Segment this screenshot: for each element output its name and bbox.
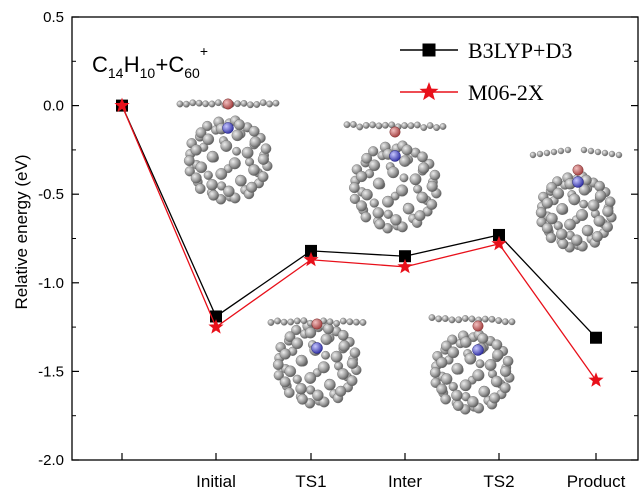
formula-superscript: + [200, 43, 208, 59]
legend: B3LYP+D3 M06-2X [400, 38, 572, 105]
legend-label-b3lyp-d3: B3LYP+D3 [468, 38, 572, 63]
y-tick-label: 0.0 [43, 98, 64, 115]
reaction-formula-label: C14 H10 +C60+ [92, 43, 208, 81]
x-category-label: Product [567, 472, 626, 491]
x-category-label: TS1 [295, 472, 326, 491]
molecule-inset-ts1 [267, 317, 367, 409]
x-category-label: TS2 [483, 472, 514, 491]
legend-marker-b3lyp-d3 [422, 43, 436, 57]
y-tick-label: -2.0 [38, 452, 64, 469]
x-category-label: Initial [196, 472, 236, 491]
legend-marker-m06-2x [419, 82, 439, 101]
data-point-m06-2x [588, 372, 604, 387]
data-point-b3lyp-d3 [493, 228, 505, 241]
y-axis-title: Relative energy (eV) [12, 155, 31, 310]
y-tick-label: -1.5 [38, 363, 64, 380]
formula-part: H [124, 52, 140, 77]
data-point-b3lyp-d3 [305, 244, 317, 257]
formula-part: C [92, 52, 108, 77]
legend-label-m06-2x: M06-2X [468, 80, 544, 105]
data-point-m06-2x [397, 258, 413, 274]
molecule-inset-initial [176, 98, 280, 205]
y-tick-label: -1.0 [38, 275, 64, 292]
formula-subscript: 14 [108, 65, 124, 81]
formula-part: +C [156, 52, 185, 77]
y-tick-label: -0.5 [38, 186, 64, 203]
data-point-b3lyp-d3 [590, 331, 602, 344]
data-point-m06-2x [114, 97, 130, 113]
x-category-label: Inter [388, 472, 422, 491]
y-tick-label: 0.5 [43, 9, 64, 26]
series-line-b3lyp-d3 [121, 105, 597, 339]
data-point-m06-2x [491, 235, 507, 251]
formula-subscript: 60 [184, 65, 200, 81]
molecule-insets [176, 98, 623, 415]
molecule-inset-inter [343, 121, 447, 234]
data-point-b3lyp-d3 [399, 250, 411, 263]
molecule-inset-product [529, 146, 623, 253]
data-point-m06-2x [303, 251, 319, 267]
formula-subscript: 10 [140, 65, 156, 81]
series-layer [114, 97, 604, 387]
plot-axes: 0.5 0.0 -0.5 -1.0 -1.5 -2.0 Initial TS1 Inter TS2… [38, 9, 639, 491]
data-point-m06-2x [208, 319, 224, 334]
molecule-inset-ts2 [428, 314, 516, 415]
series-line-m06-2x [121, 105, 597, 381]
